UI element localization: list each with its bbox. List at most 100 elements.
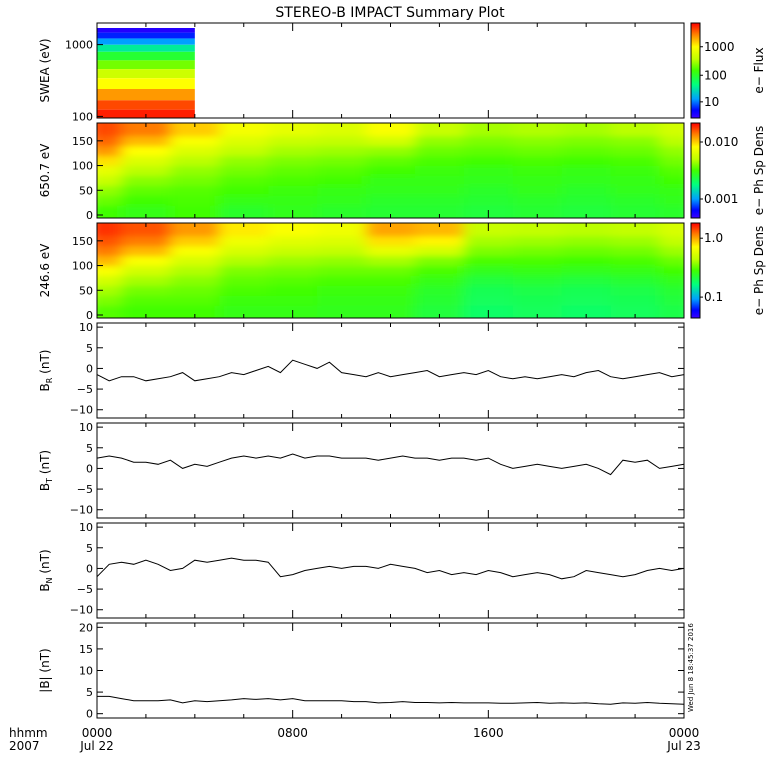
y-tick-label: 0: [86, 562, 93, 575]
spectrogram-cell: [97, 135, 122, 147]
spectrogram-cell: [97, 265, 122, 276]
y-tick-label: 50: [79, 284, 93, 297]
spectrogram-cell: [121, 245, 171, 257]
time-row1-label: hhmm: [9, 726, 48, 740]
swea-cell: [97, 109, 195, 118]
spectrogram-cell: [366, 145, 416, 157]
spectrogram-cell: [414, 123, 465, 137]
y-tick-label: −10: [70, 504, 93, 517]
spectrogram-cell: [414, 145, 465, 157]
spectrogram-cell: [512, 255, 563, 267]
spectrogram-cell: [268, 145, 318, 157]
spectrogram-cell: [512, 223, 563, 237]
spectrogram-cell: [121, 255, 171, 267]
panel-frame: [96, 422, 685, 519]
swea-cell: [97, 88, 195, 101]
spectrogram-cell: [268, 295, 318, 306]
spectrogram-cell: [414, 275, 465, 286]
spectrogram-cell: [414, 205, 465, 218]
spectrogram-cell: [219, 145, 269, 157]
spectrogram-cell: [170, 275, 220, 286]
spectrogram-cell: [610, 145, 661, 157]
spectrogram-cell: [121, 265, 171, 276]
spectrogram-cell: [366, 305, 416, 318]
spectrogram-cell: [414, 305, 465, 318]
spectrogram-cell: [561, 275, 612, 286]
ylabel-unit: (nT): [38, 549, 52, 577]
spectrogram-cell: [610, 223, 661, 237]
spectrogram-cell: [97, 275, 122, 286]
spectrogram-cell: [219, 235, 269, 247]
spectrogram-cell: [170, 145, 220, 157]
y-tick-label: 10: [79, 521, 93, 534]
y-tick-label: 100: [72, 160, 93, 173]
colorbar-tick-label: 100: [704, 68, 727, 82]
spectrogram-cell: [170, 285, 220, 296]
spectrogram-cell: [170, 155, 220, 167]
spectrogram-cell: [659, 295, 684, 306]
spectrogram-cell: [170, 185, 220, 196]
spectrogram-cell: [512, 295, 563, 306]
spectrogram-cell: [414, 135, 465, 147]
spectrogram-cell: [512, 275, 563, 286]
spectrogram-cell: [121, 235, 171, 247]
spectrogram-cell: [366, 295, 416, 306]
spectrogram-cell: [317, 255, 367, 267]
spectrogram-cell: [219, 285, 269, 296]
spectrogram-cell: [366, 165, 416, 176]
y-tick-label: −5: [77, 583, 93, 596]
spectrogram-cell: [97, 235, 122, 247]
spectrogram-cell: [512, 195, 563, 206]
date-tick-label: Jul 23: [666, 739, 701, 753]
spectrogram-cell: [561, 245, 612, 257]
y-tick-label: 10: [79, 665, 93, 678]
spectrogram-cell: [414, 245, 465, 257]
spectrogram-cell: [463, 285, 514, 296]
spectrogram-cell: [463, 175, 514, 186]
spectrogram-cell: [317, 185, 367, 196]
spectrogram-cell: [170, 135, 220, 147]
spectrogram-cell: [97, 305, 122, 318]
spectrogram-cell: [97, 165, 122, 176]
spectrogram-cell: [463, 245, 514, 257]
spectrogram-cell: [414, 175, 465, 186]
spectrogram-cell: [561, 255, 612, 267]
time-tick-label: 1600: [473, 726, 504, 740]
y-axis-label: BT (nT): [38, 450, 54, 491]
y-tick-label: 0: [86, 362, 93, 375]
spectrogram-cell: [268, 165, 318, 176]
spectrogram-cell: [170, 123, 220, 137]
spectrogram-cell: [219, 123, 269, 137]
spectrogram-cell: [512, 123, 563, 137]
spectrogram-cell: [512, 285, 563, 296]
spectrogram-cell: [659, 285, 684, 296]
spectrogram-cell: [659, 245, 684, 257]
ylabel-sub: N: [45, 577, 54, 583]
y-tick-label: −10: [70, 604, 93, 617]
spectrogram-cell: [97, 155, 122, 167]
colorbar: [690, 222, 701, 319]
spectrogram-cell: [317, 245, 367, 257]
spectrogram-cell: [170, 175, 220, 186]
spectrogram-cell: [219, 205, 269, 218]
spectrogram-cell: [463, 165, 514, 176]
spectrogram-cell: [317, 135, 367, 147]
ylabel-sub: R: [45, 377, 54, 383]
spectrogram-cell: [659, 275, 684, 286]
spectrogram-cell: [463, 275, 514, 286]
spectrogram-cell: [121, 175, 171, 186]
panel-bmag: 0 5 10 15 20 |B| (nT): [38, 621, 685, 721]
spectrogram-cell: [414, 185, 465, 196]
spectrogram-cell: [366, 175, 416, 186]
spectrogram-cell: [659, 223, 684, 237]
spectrogram-cell: [463, 235, 514, 247]
spectrogram-cell: [610, 185, 661, 196]
spectrogram-cell: [659, 305, 684, 318]
panel-pad246: 0 50 100 150 246.6 eV 0.1 1.0 e− Ph Sp Dens: [38, 222, 766, 322]
time-tick-label: 0800: [277, 726, 308, 740]
spectrogram-cell: [317, 275, 367, 286]
y-axis-label: SWEA (eV): [38, 38, 52, 102]
spectrogram-cell: [268, 255, 318, 267]
spectrogram-cell: [317, 265, 367, 276]
bmag-series-line: [97, 695, 685, 705]
